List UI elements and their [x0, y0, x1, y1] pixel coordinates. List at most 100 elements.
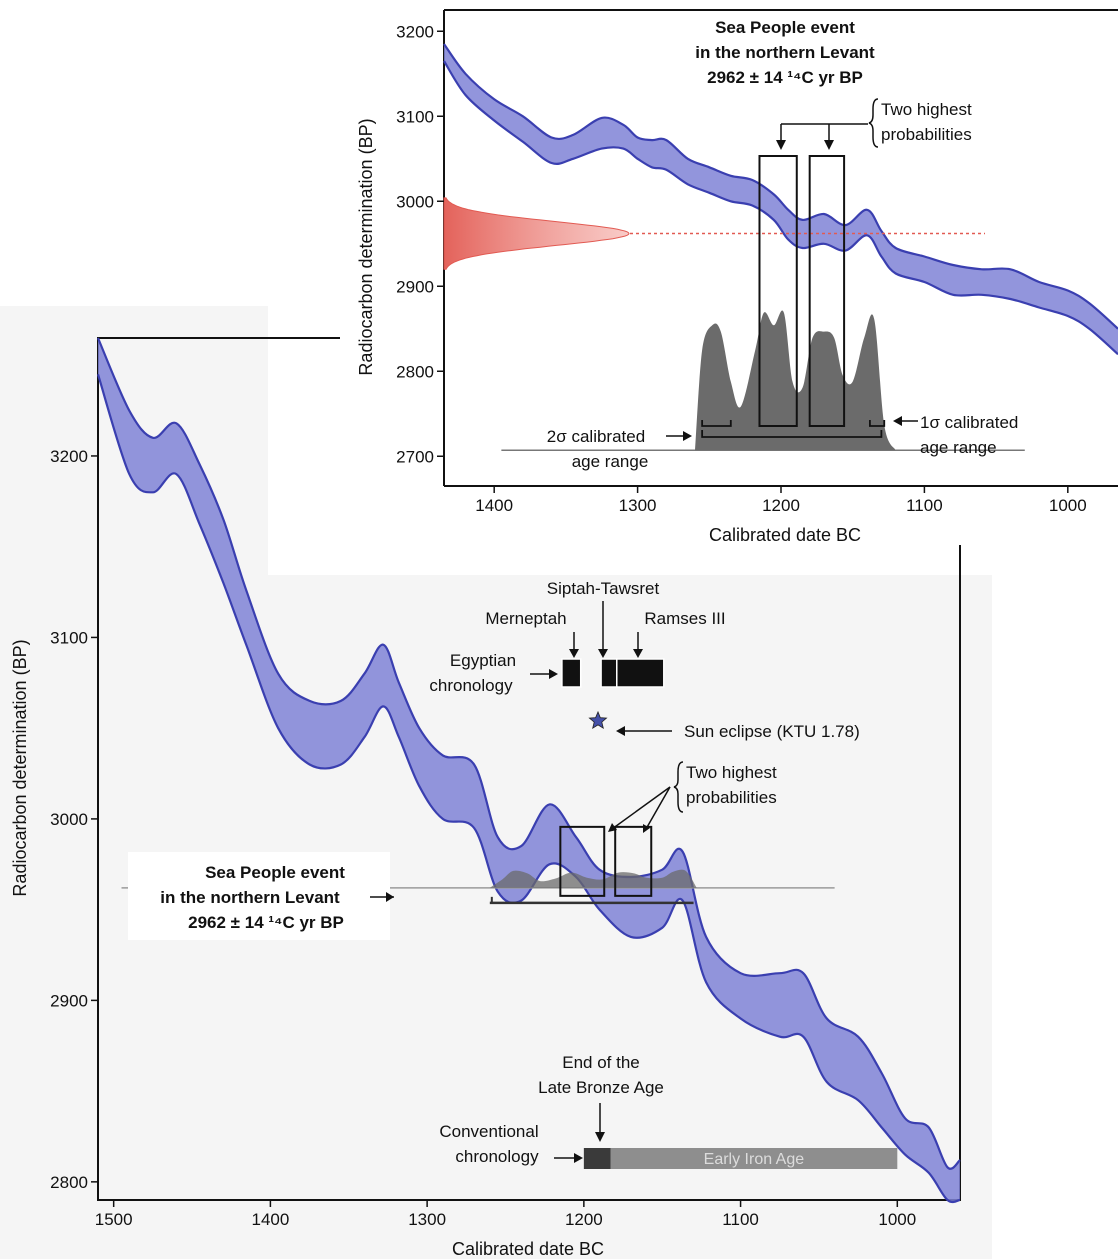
inset-title-line2: in the northern Levant: [695, 43, 875, 62]
main-x-tick-label: 1500: [95, 1210, 133, 1229]
inset-y-tick-label: 2900: [396, 277, 434, 296]
main-event-label-bg: [128, 852, 390, 940]
inset-radiocarbon-gaussian: [443, 197, 630, 270]
main-x-tick-label: 1200: [565, 1210, 603, 1229]
inset-band-fill: [444, 44, 1118, 355]
conventional-chronology-label-line2: chronology: [455, 1147, 539, 1166]
main-two-highest-brace: [673, 761, 684, 813]
main-y-tick-label: 3200: [50, 447, 88, 466]
inset-band-upper-line: [443, 43, 1118, 330]
main-two-highest-arrowhead-1: [608, 823, 617, 832]
inset-y-tick-label: 2800: [396, 362, 434, 381]
egyptian-chronology-arrowhead: [549, 669, 558, 679]
reign-ramses-iii: Ramses III: [644, 609, 725, 628]
inset-x-tick-label: 1000: [1049, 496, 1087, 515]
inset-title-line3: 2962 ± 14 ¹⁴C yr BP: [707, 68, 863, 87]
egyptian-bar-2: [600, 658, 618, 688]
inset-y-tick-label: 2700: [396, 447, 434, 466]
early-iron-age-bar: [610, 1148, 898, 1169]
main-x-tick-label: 1000: [878, 1210, 916, 1229]
inset-two-highest-line1: Two highest: [881, 100, 972, 119]
inset-1sigma-label-line1: 1σ calibrated: [920, 413, 1018, 432]
egyptian-bar-3: [616, 658, 665, 688]
main-highlight-box-1: [559, 825, 606, 897]
inset-two-highest-arrowhead-1: [776, 140, 786, 150]
inset-2sigma-arrowhead: [683, 431, 692, 441]
late-bronze-age-end-bar: [583, 1148, 611, 1169]
inset-2sigma-label-line1: 2σ calibrated: [547, 427, 645, 446]
inset-x-axis-label: Calibrated date BC: [709, 525, 861, 545]
egyptian-chronology-bars: [561, 658, 665, 688]
inset-y-tick-label: 3100: [396, 107, 434, 126]
main-event-label-line2: in the northern Levant: [160, 888, 340, 907]
inset-probability-curve: [501, 310, 1025, 452]
merneptah-arrowhead: [569, 649, 579, 658]
inset-radiocarbon-peak: [443, 197, 985, 270]
inset-x-axis: 1400 1300 1200 1100 1000: [475, 486, 1087, 515]
ramses-iii-arrowhead: [633, 649, 643, 658]
inset-highlight-box-1: [758, 155, 798, 427]
late-bronze-end-arrowhead: [595, 1132, 605, 1142]
inset-calibration-band: [443, 43, 1118, 356]
main-y-tick-label: 2900: [50, 991, 88, 1010]
main-highlight-boxes: [559, 825, 653, 897]
main-two-highest-arrow-1: [611, 786, 671, 830]
inset-x-tick-label: 1400: [475, 496, 513, 515]
inset-y-axis: 3200 3100 3000 2900 2800 2700: [396, 22, 444, 466]
main-event-label-line1: Sea People event: [205, 863, 345, 882]
inset-1sigma-arrowhead: [893, 416, 902, 426]
main-y-axis: 3200 3100 3000 2900 2800: [50, 447, 98, 1192]
inset-y-tick-label: 3000: [396, 192, 434, 211]
inset-title-line1: Sea People event: [715, 18, 855, 37]
egyptian-chronology-label-line1: Egyptian: [450, 651, 516, 670]
inset-two-highest-arrowhead-2: [824, 140, 834, 150]
inset-chart: 1400 1300 1200 1100 1000 3200 3100 3000 2900 280…: [340, 0, 1118, 545]
main-probability-area: [489, 869, 697, 888]
main-band-fill: [98, 338, 960, 1202]
reign-merneptah: Merneptah: [485, 609, 566, 628]
main-chart: 1500 1400 1300 1200 1100 1000 3200 3100 3000 290…: [0, 306, 992, 1259]
main-y-tick-label: 2800: [50, 1173, 88, 1192]
late-bronze-end-label-line1: End of the: [562, 1053, 640, 1072]
inset-y-tick-label: 3200: [396, 22, 434, 41]
inset-band-lower-line: [443, 60, 1118, 356]
inset-two-highest-line2: probabilities: [881, 125, 972, 144]
main-x-tick-label: 1300: [408, 1210, 446, 1229]
inset-highlight-box-2: [808, 155, 846, 427]
inset-highlight-boxes: [758, 155, 846, 427]
inset-1sigma-range-2: [869, 420, 886, 427]
main-x-axis: 1500 1400 1300 1200 1100 1000: [95, 1200, 916, 1229]
inset-1sigma-label-line2: age range: [920, 438, 997, 457]
inset-x-tick-label: 1300: [619, 496, 657, 515]
inset-1sigma-range-1: [701, 420, 732, 427]
egyptian-bar-1: [561, 658, 582, 688]
inset-two-highest-brace: [868, 98, 879, 148]
inset-x-tick-label: 1200: [762, 496, 800, 515]
main-two-highest-arrow-2: [645, 786, 671, 830]
conventional-chronology-label-line1: Conventional: [439, 1122, 538, 1141]
main-highlight-box-2: [614, 825, 653, 897]
main-band-upper-line: [96, 337, 961, 1170]
main-y-tick-label: 3000: [50, 810, 88, 829]
main-event-arrowhead: [386, 892, 394, 902]
sun-eclipse-arrowhead: [616, 726, 625, 736]
sun-eclipse-label: Sun eclipse (KTU 1.78): [684, 722, 860, 741]
sun-eclipse-star: [588, 710, 608, 730]
main-x-axis-label: Calibrated date BC: [452, 1239, 604, 1259]
inset-2sigma-range: [701, 430, 883, 438]
main-x-tick-label: 1400: [251, 1210, 289, 1229]
egyptian-chronology-label-line2: chronology: [429, 676, 513, 695]
inset-x-tick-label: 1100: [906, 496, 943, 515]
early-iron-age-label: Early Iron Age: [704, 1151, 805, 1168]
siptah-tawsret-arrowhead: [598, 649, 608, 658]
inset-probability-area: [695, 310, 896, 451]
main-two-highest-line2: probabilities: [686, 788, 777, 807]
main-y-axis-label: Radiocarbon determination (BP): [10, 639, 30, 896]
late-bronze-end-label-line2: Late Bronze Age: [538, 1078, 664, 1097]
main-x-tick-label: 1100: [722, 1210, 759, 1229]
inset-calibrated-ranges: [701, 420, 886, 438]
main-y-tick-label: 3100: [50, 628, 88, 647]
inset-2sigma-label-line2: age range: [572, 452, 649, 471]
inset-y-axis-label: Radiocarbon determination (BP): [356, 118, 376, 375]
